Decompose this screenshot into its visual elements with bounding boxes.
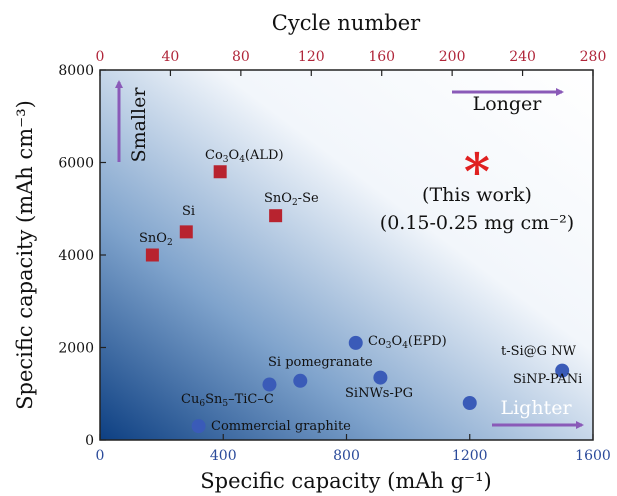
x-tick-label: 400	[210, 448, 237, 464]
point-co3o4-ald	[213, 165, 227, 179]
marks-layer	[145, 165, 570, 434]
x-tick-label: 1600	[575, 448, 611, 464]
y-tick-label: 4000	[58, 248, 94, 264]
label-si: Si	[182, 204, 195, 219]
x2-tick-label: 80	[232, 49, 250, 65]
label-sinp-pani: SiNP-PANi	[513, 372, 582, 387]
x-axis-title: Specific capacity (mAh g⁻¹)	[200, 469, 492, 493]
point-cu6sn5-tic-c	[262, 377, 277, 392]
y-axis-title: Specific capacity (mAh cm⁻³)	[13, 100, 37, 410]
point-si-pomegranate	[293, 373, 308, 388]
point-sinp-pani	[462, 396, 477, 410]
label-sno2: SnO2	[139, 231, 173, 248]
point-si	[179, 225, 193, 239]
lighter-label: Lighter	[500, 397, 572, 419]
smaller-label: Smaller	[128, 87, 150, 163]
label-co3o4-ald: Co3O4(ALD)	[205, 148, 284, 165]
x2-tick-label: 280	[580, 49, 607, 65]
point-commercial-graphite	[191, 419, 206, 434]
y-tick-label: 0	[85, 433, 94, 449]
x-tick-label: 1200	[452, 448, 488, 464]
label-co3o4-epd: Co3O4(EPD)	[368, 334, 447, 351]
longer-label: Longer	[473, 93, 543, 115]
x2-tick-label: 200	[439, 49, 466, 65]
x2-axis-title: Cycle number	[272, 11, 421, 35]
point-t-si-g-nw	[555, 363, 570, 378]
label-si-pomegranate: Si pomegranate	[268, 355, 373, 370]
y-tick-label: 6000	[58, 156, 94, 172]
x-tick-label: 800	[333, 448, 360, 464]
this-work-label: (This work)	[422, 184, 532, 206]
point-sno2	[145, 248, 159, 262]
label-sno2-se: SnO2-Se	[264, 191, 319, 208]
x2-tick-label: 160	[368, 49, 395, 65]
point-sno2-se	[269, 209, 283, 223]
plot-background	[99, 69, 594, 441]
point-sinws-pg	[373, 370, 388, 385]
y-tick-label: 2000	[58, 341, 94, 357]
x2-tick-label: 0	[96, 49, 105, 65]
point-co3o4-epd	[348, 335, 363, 350]
label-cu6sn5-tic-c: Cu6Sn5–TiC–C	[181, 392, 274, 409]
label-sinws-pg: SiNWs-PG	[345, 386, 413, 401]
label-t-si-g-nw: t-Si@G NW	[501, 344, 577, 359]
x-tick-label: 0	[96, 448, 105, 464]
x2-tick-label: 240	[509, 49, 536, 65]
this-work-loading: (0.15-0.25 mg cm⁻²)	[380, 212, 574, 234]
this-work-star: *	[464, 142, 490, 201]
y-tick-label: 8000	[58, 63, 94, 79]
label-commercial-graphite: Commercial graphite	[211, 419, 351, 434]
x2-tick-label: 40	[162, 49, 180, 65]
x2-tick-label: 120	[298, 49, 325, 65]
ticks-layer: 0 400 800 1200 1600 0 40 80 120 160 200 240 280 0 2000…	[58, 49, 610, 464]
